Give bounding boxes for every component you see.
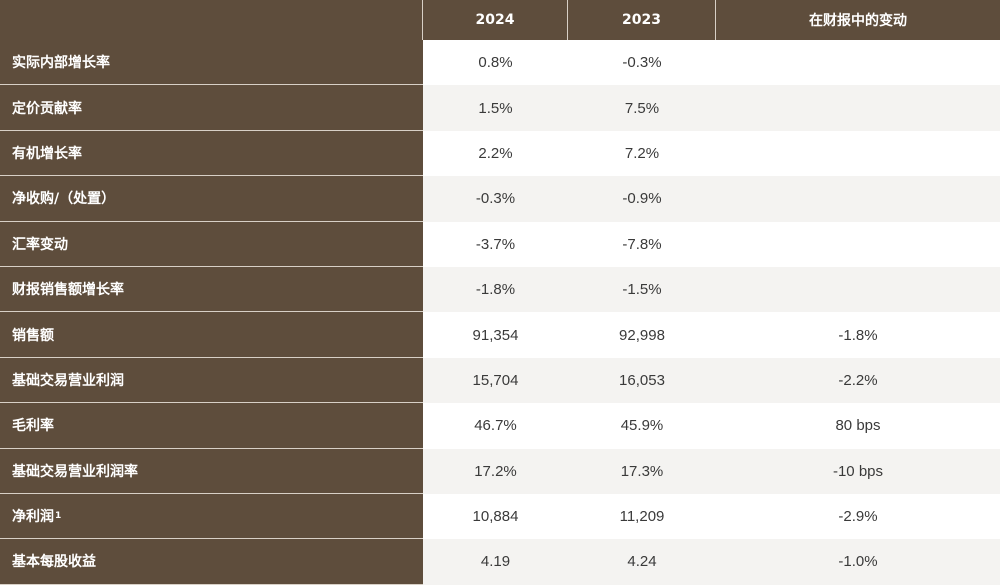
value-change: -2.9% [716,493,1000,540]
value-change [716,130,1000,177]
table-row: 有机增长率 2.2% 7.2% [0,130,1000,177]
value-2023: 7.5% [568,85,716,131]
table-row: 基本每股收益 4.19 4.24 -1.0% [0,539,1000,585]
value-change [716,40,1000,86]
value-2023: 7.2% [568,130,716,177]
table-row: 财报销售额增长率 -1.8% -1.5% [0,266,1000,313]
row-label-text: 基础交易营业利润率 [12,463,138,480]
row-label-text: 财报销售额增长率 [12,282,124,299]
table-row: 实际内部增长率 0.8% -0.3% [0,40,1000,86]
table-row: 毛利率 46.7% 45.9% 80 bps [0,403,1000,449]
row-label-text: 定价贡献率 [12,100,82,117]
value-2024: 4.19 [423,539,568,585]
value-2023: -0.3% [568,40,716,86]
value-change [716,266,1000,313]
value-2024: 1.5% [423,85,568,131]
row-label: 基本每股收益 [0,539,423,585]
value-2024: 15,704 [423,357,568,404]
row-label: 净利润 1 [0,493,423,540]
row-label: 净收购/（处置） [0,176,423,222]
value-2024: -3.7% [423,221,568,267]
value-change: -1.0% [716,539,1000,585]
row-label-text: 基本每股收益 [12,554,96,571]
row-label: 定价贡献率 [0,85,423,131]
value-2024: 2.2% [423,130,568,177]
value-change: -10 bps [716,448,1000,494]
value-2023: -7.8% [568,221,716,267]
row-label-text: 有机增长率 [12,145,82,162]
value-2024: -0.3% [423,176,568,222]
value-2024: 0.8% [423,40,568,86]
value-2023: 45.9% [568,403,716,449]
value-2024: 91,354 [423,312,568,358]
row-label-text: 基础交易营业利润 [12,372,124,389]
value-2024: 17.2% [423,448,568,494]
table-body: 实际内部增长率 0.8% -0.3% 定价贡献率 1.5% 7.5% 有机增长率 2.2% 7.… [0,40,1000,585]
row-label: 有机增长率 [0,130,423,177]
row-label-text: 毛利率 [12,418,54,435]
row-label-text: 净利润 [12,509,54,526]
value-2023: 92,998 [568,312,716,358]
value-change [716,176,1000,222]
value-change [716,85,1000,131]
row-label-text: 汇率变动 [12,236,68,253]
footnote-marker: 1 [55,511,62,522]
row-label-text: 净收购/（处置） [12,191,116,208]
table-row: 基础交易营业利润 15,704 16,053 -2.2% [0,357,1000,404]
value-2024: -1.8% [423,266,568,313]
value-2023: 11,209 [568,493,716,540]
header-cell-2023: 2023 [568,0,716,40]
table-row: 基础交易营业利润率 17.2% 17.3% -10 bps [0,448,1000,494]
table-row: 净利润 1 10,884 11,209 -2.9% [0,493,1000,540]
value-2024: 10,884 [423,493,568,540]
value-2024: 46.7% [423,403,568,449]
value-change: -1.8% [716,312,1000,358]
value-change: -2.2% [716,357,1000,404]
row-label-text: 销售额 [12,327,54,344]
table-row: 销售额 91,354 92,998 -1.8% [0,312,1000,358]
row-label: 基础交易营业利润 [0,357,423,404]
row-label: 销售额 [0,312,423,358]
header-cell-label [0,0,423,40]
header-cell-change: 在财报中的变动 [716,0,1000,40]
header-cell-2024: 2024 [423,0,568,40]
table-row: 净收购/（处置） -0.3% -0.9% [0,176,1000,222]
row-label: 汇率变动 [0,221,423,267]
value-2023: 16,053 [568,357,716,404]
value-change [716,221,1000,267]
row-label-text: 实际内部增长率 [12,55,110,72]
value-2023: 17.3% [568,448,716,494]
row-label: 实际内部增长率 [0,40,423,86]
value-2023: 4.24 [568,539,716,585]
table-row: 汇率变动 -3.7% -7.8% [0,221,1000,267]
value-2023: -1.5% [568,266,716,313]
value-2023: -0.9% [568,176,716,222]
value-change: 80 bps [716,403,1000,449]
table-row: 定价贡献率 1.5% 7.5% [0,85,1000,131]
table-header-row: 2024 2023 在财报中的变动 [0,0,1000,40]
row-label: 基础交易营业利润率 [0,448,423,494]
row-label: 财报销售额增长率 [0,266,423,313]
row-label: 毛利率 [0,403,423,449]
